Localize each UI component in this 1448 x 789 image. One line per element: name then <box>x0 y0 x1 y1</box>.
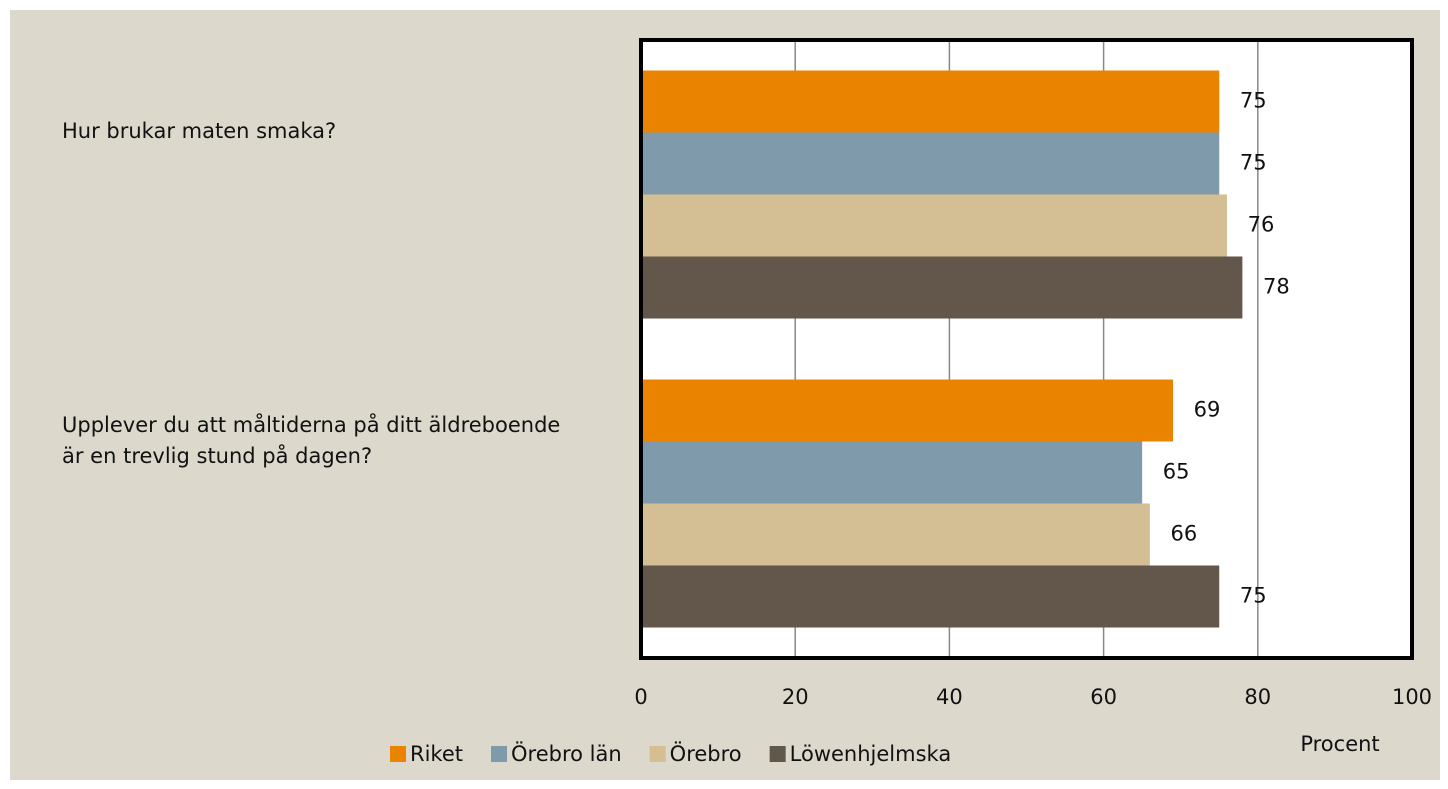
bar <box>641 565 1220 628</box>
data-label: 65 <box>1163 460 1190 484</box>
legend-swatch <box>769 746 786 762</box>
legend-swatch <box>491 746 507 762</box>
x-axis-label: Procent <box>1300 732 1379 756</box>
bar <box>641 441 1143 504</box>
data-label: 75 <box>1240 151 1267 175</box>
x-tick-label: 0 <box>634 685 647 709</box>
legend-label: Örebro <box>670 741 742 766</box>
data-label: 75 <box>1240 89 1267 113</box>
x-tick-label: 80 <box>1244 685 1271 709</box>
category-label: Hur brukar maten smaka? <box>62 119 337 143</box>
legend-swatch <box>649 746 666 762</box>
legend-label: Riket <box>410 742 463 766</box>
legend-label: Örebro län <box>511 741 622 766</box>
bar <box>641 503 1150 566</box>
bar <box>641 132 1220 195</box>
data-label: 69 <box>1194 398 1221 422</box>
data-label: 78 <box>1263 275 1290 299</box>
category-label: Upplever du att måltiderna på ditt äldre… <box>62 413 561 468</box>
x-tick-label: 40 <box>936 685 963 709</box>
bar <box>641 379 1173 442</box>
data-label: 66 <box>1170 522 1197 546</box>
x-tick-label: 20 <box>782 685 809 709</box>
legend-swatch <box>390 746 406 762</box>
data-label: 75 <box>1240 584 1267 608</box>
bar <box>641 194 1227 257</box>
x-tick-label: 60 <box>1090 685 1117 709</box>
x-tick-label: 100 <box>1392 685 1432 709</box>
bar <box>641 256 1243 319</box>
data-label: 76 <box>1248 213 1275 237</box>
plot-border <box>639 38 1414 660</box>
legend-label: Löwenhjelmska <box>790 742 952 766</box>
bar <box>641 70 1220 133</box>
